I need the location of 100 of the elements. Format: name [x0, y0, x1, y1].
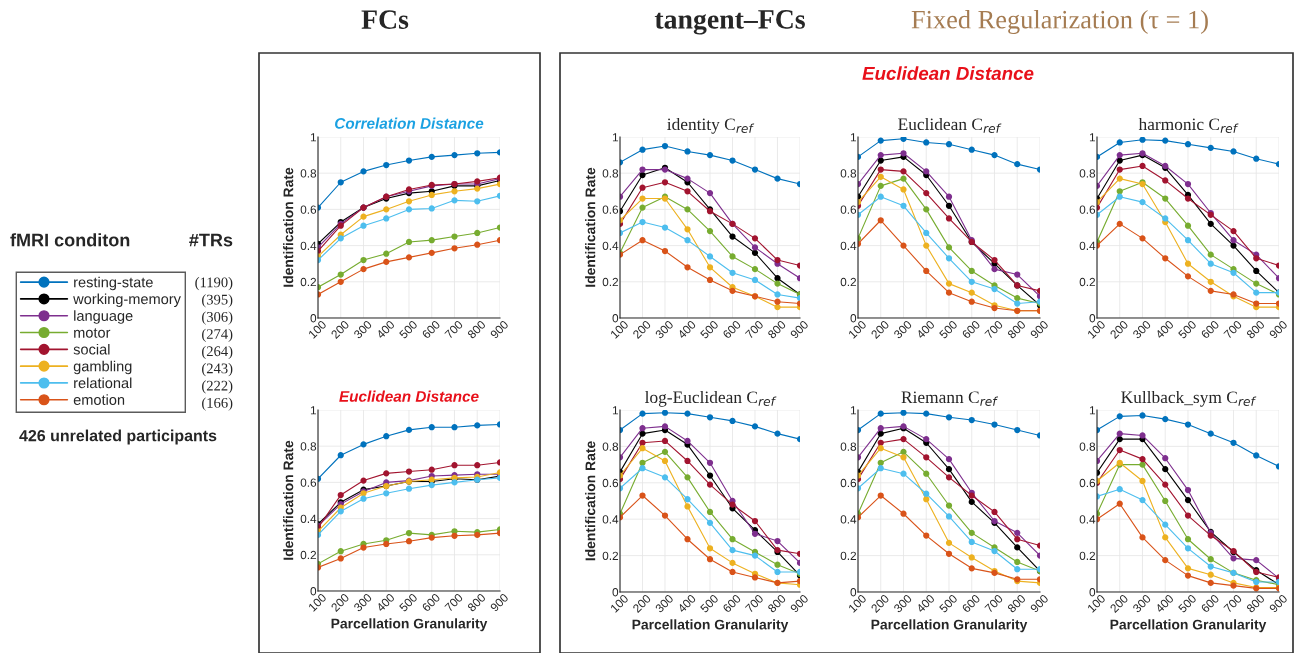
x-tick-label: 600	[421, 319, 441, 340]
y-tick-label: 0.6	[840, 478, 857, 488]
legend-label: emotion	[73, 394, 125, 405]
x-tick-label: 800	[1245, 593, 1266, 614]
x-tick-label: 700	[444, 592, 464, 613]
legend-title: fMRI conditon	[10, 233, 130, 247]
x-tick-label: 400	[915, 319, 936, 340]
x-tick-label: 500	[1177, 593, 1197, 614]
y-tick-label: 0.4	[602, 241, 619, 250]
x-tick-label: 300	[654, 319, 674, 340]
chart-title: Kullback_sym C$_{ref}$	[1121, 390, 1257, 407]
text: (306)	[202, 311, 233, 325]
y-tick-label: 0	[850, 588, 857, 597]
x-tick-label: 300	[654, 593, 674, 614]
x-tick-label: 200	[330, 319, 350, 340]
y-axis-title: Identification Rate	[585, 167, 596, 287]
y-tick-label: 0	[310, 587, 317, 596]
legend-label: relational	[74, 377, 132, 389]
x-axis-title: Parcellation Granularity	[331, 618, 488, 632]
x-tick-label: 400	[915, 593, 936, 614]
x-tick-label: 700	[984, 319, 1004, 340]
y-tick-label: 0.2	[1079, 277, 1096, 287]
x-tick-label: 600	[722, 593, 742, 614]
x-tick-label: 500	[398, 319, 418, 340]
y-tick-label: 1	[612, 406, 619, 415]
y-tick-label: 1	[310, 406, 317, 415]
x-tick-label: 800	[1006, 319, 1027, 340]
y-tick-label: 0	[850, 314, 857, 323]
x-tick-label: 200	[870, 593, 890, 614]
x-tick-label: 500	[1177, 319, 1197, 340]
x-tick-label: 800	[767, 593, 787, 614]
x-tick-label: 700	[1223, 319, 1243, 340]
y-tick-label: 0.4	[1079, 515, 1096, 524]
y-tick-label: 1	[310, 133, 317, 142]
x-tick-label: 200	[1109, 593, 1129, 614]
x-tick-label: 200	[632, 319, 652, 340]
x-tick-label: 700	[744, 593, 764, 614]
y-axis-title: Identification Rate	[283, 440, 294, 560]
y-tick-label: 0.4	[840, 241, 857, 250]
x-tick-label: 300	[1132, 319, 1152, 340]
chart-title: log-Euclidean C$_{ref}$	[644, 390, 777, 407]
x-tick-label: 700	[984, 593, 1004, 614]
x-tick-label: 500	[398, 592, 418, 613]
x-tick-label: 700	[1223, 593, 1243, 614]
legend-label: working-memory	[73, 293, 181, 308]
y-tick-label: 0.6	[840, 205, 857, 214]
y-tick-label: 0.8	[1079, 442, 1096, 451]
x-axis-title: Parcellation Granularity	[632, 619, 789, 633]
x-tick-label: 400	[1154, 593, 1175, 614]
x-tick-label: 400	[677, 319, 697, 340]
x-tick-label: 200	[632, 593, 652, 614]
x-tick-label: 800	[767, 319, 787, 340]
y-tick-label: 0.6	[602, 478, 619, 488]
x-tick-label: 600	[961, 319, 981, 340]
x-tick-label: 600	[1200, 319, 1220, 340]
y-tick-label: 0.6	[1079, 478, 1096, 488]
y-tick-label: 0.4	[602, 515, 619, 524]
y-tick-label: 0.4	[840, 515, 857, 524]
x-axis-title: Parcellation Granularity	[1110, 619, 1267, 633]
legend-label: resting-state	[74, 276, 153, 291]
text: (264)	[202, 345, 233, 360]
x-tick-label: 400	[375, 319, 396, 340]
text: (222)	[202, 380, 233, 394]
y-tick-label: 1	[612, 133, 619, 142]
y-tick-label: 0.8	[602, 169, 619, 178]
y-tick-label: 0.6	[300, 478, 317, 487]
text: (274)	[202, 328, 233, 342]
y-axis-title: Identification Rate	[283, 167, 294, 287]
text: (395)	[202, 294, 233, 308]
x-tick-label: 200	[330, 592, 350, 613]
y-tick-label: 0.2	[840, 551, 857, 560]
x-tick-label: 200	[870, 319, 890, 340]
y-tick-label: 1	[850, 406, 857, 415]
y-tick-label: 0.8	[840, 169, 857, 178]
y-tick-label: 1	[850, 133, 857, 142]
x-tick-label: 300	[893, 593, 913, 614]
y-tick-label: 0	[1089, 588, 1096, 597]
y-tick-label: 0.4	[300, 241, 317, 250]
x-tick-label: 500	[938, 593, 958, 614]
x-tick-label: 900	[1268, 593, 1288, 614]
x-tick-label: 700	[444, 319, 464, 340]
y-tick-label: 0.8	[602, 442, 619, 451]
x-tick-label: 400	[677, 593, 697, 614]
chart-title: Riemann C$_{ref}$	[901, 391, 999, 406]
text: (166)	[202, 397, 233, 411]
x-tick-label: 200	[1109, 319, 1129, 340]
text: tangent–FCs	[654, 10, 805, 35]
y-tick-label: 0.2	[1079, 551, 1096, 560]
text: Fixed Regularization (τ = 1)	[911, 10, 1208, 34]
y-axis-title: Identification Rate	[585, 441, 596, 561]
chart-title: identity C$_{ref}$	[667, 117, 755, 134]
x-tick-label: 900	[789, 319, 809, 340]
chart-title: Euclidean Distance	[339, 390, 479, 402]
x-tick-label: 800	[466, 319, 487, 340]
y-tick-label: 0.2	[602, 551, 619, 560]
x-tick-label: 300	[353, 319, 373, 340]
y-tick-label: 0.2	[840, 277, 857, 287]
y-tick-label: 0.8	[300, 169, 317, 178]
y-tick-label: 0.6	[1079, 205, 1096, 214]
text: (1190)	[195, 277, 233, 291]
